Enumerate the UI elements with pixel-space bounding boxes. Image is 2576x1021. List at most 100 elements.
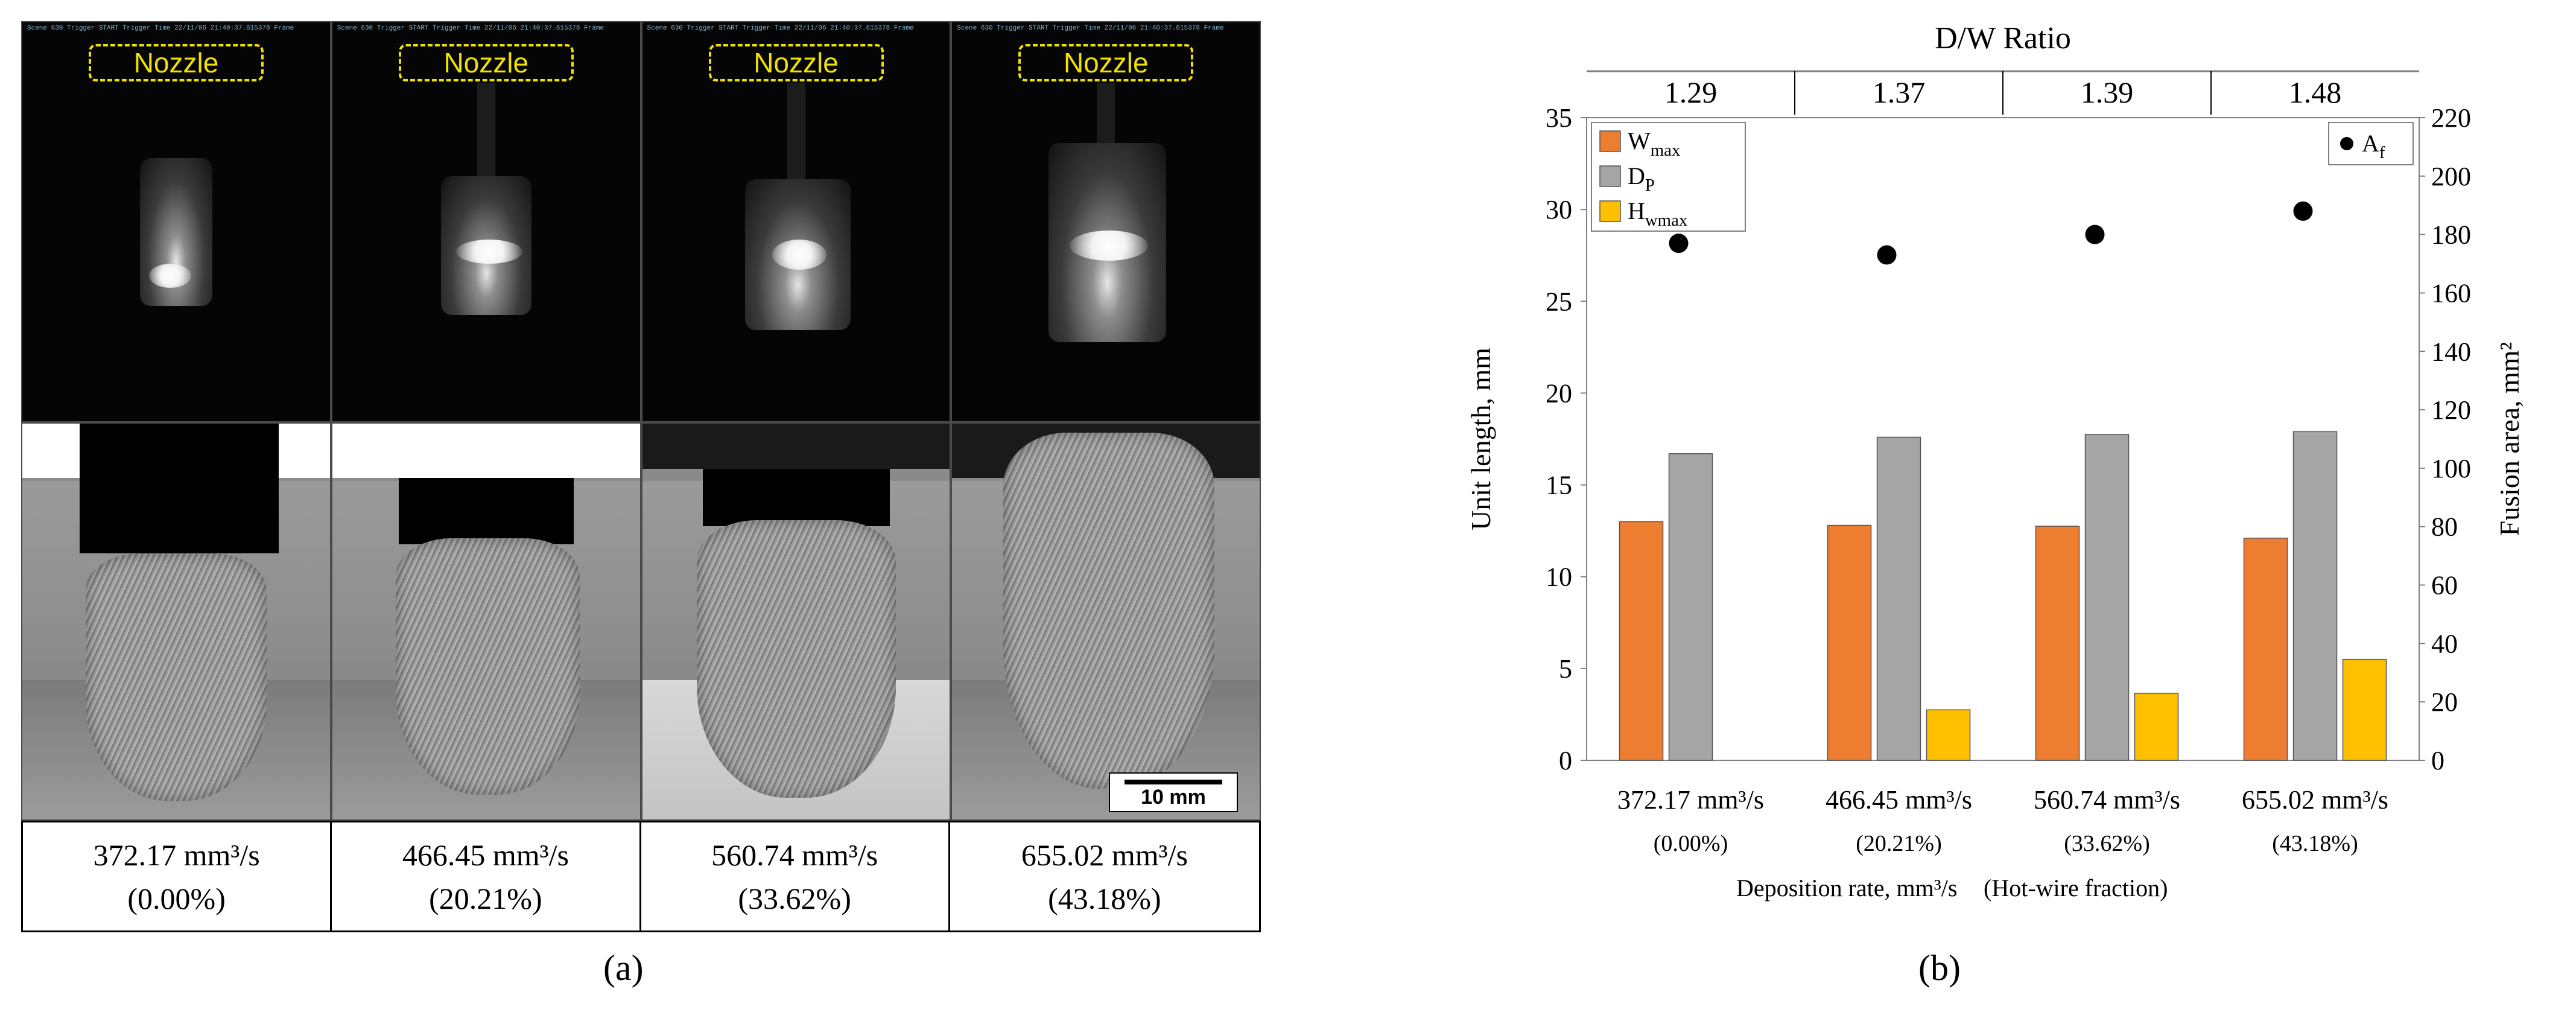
y2-tick-label: 200 <box>2431 162 2471 191</box>
groove <box>398 478 574 544</box>
groove <box>702 469 890 526</box>
dw-ratio-value: 1.48 <box>2289 75 2342 109</box>
y-tick-label: 30 <box>1546 195 1572 224</box>
y2-axis-title: Fusion area, mm² <box>2494 342 2525 536</box>
image-grid: Scene 630 Trigger START Trigger Time 22/… <box>21 21 1261 821</box>
weld-bead <box>86 553 267 801</box>
caption-a: (a) <box>603 948 644 988</box>
dw-ratio-value: 1.39 <box>2081 75 2134 109</box>
condition-label-4: 655.02 mm³/s (43.18%) <box>950 822 1259 930</box>
y2-tick-label: 220 <box>2431 103 2471 133</box>
x-tick-sublabel: (43.18%) <box>2272 831 2358 856</box>
bar-Wmax <box>1619 521 1664 761</box>
scale-bar: 10 mm <box>1109 772 1238 812</box>
y2-tick-label: 60 <box>2431 571 2458 600</box>
x-tick-label: 560.74 mm³/s <box>2034 785 2180 815</box>
scatter-point-Af <box>2293 201 2313 221</box>
legend-label-Hwmax: Hwmax <box>1628 197 1688 230</box>
bar-Wmax <box>2243 538 2288 761</box>
bar-Hwmax <box>2342 658 2387 761</box>
camera-header: Scene 630 Trigger START Trigger Time 22/… <box>27 25 294 32</box>
scatter-point-Af <box>1669 234 1689 253</box>
deposition-rate: 372.17 mm³/s <box>93 838 260 872</box>
scatter-point-Af <box>1877 245 1897 265</box>
x-tick-sublabel: (33.62%) <box>2064 831 2149 856</box>
y-tick-label: 20 <box>1546 378 1572 408</box>
scale-bar-label: 10 mm <box>1141 786 1206 809</box>
nozzle-marker: Nozzle <box>89 44 264 81</box>
y-tick-label: 15 <box>1546 471 1572 500</box>
panel-a: Scene 630 Trigger START Trigger Time 22/… <box>21 21 1261 932</box>
y2-tick-label: 100 <box>2431 454 2471 483</box>
nozzle-label: Nozzle <box>1063 47 1149 78</box>
y2-tick-label: 0 <box>2431 746 2444 775</box>
x-tick-label: 466.45 mm³/s <box>1826 785 1972 815</box>
nozzle-label: Nozzle <box>443 47 529 78</box>
macrograph-1 <box>21 422 331 821</box>
y-tick-label: 5 <box>1559 654 1572 684</box>
bar-DP <box>1876 436 1921 761</box>
legend-swatch-DP <box>1599 165 1621 187</box>
x-tick-label: 655.02 mm³/s <box>2242 785 2388 815</box>
camera-image-3: Scene 630 Trigger START Trigger Time 22/… <box>641 21 951 422</box>
bar-DP <box>1668 453 1713 761</box>
camera-header: Scene 630 Trigger START Trigger Time 22/… <box>957 25 1224 32</box>
groove <box>80 424 279 553</box>
chart: D/W Ratio 1.29 1.37 1.39 1.48 0 5 10 15 20 25 30 35 0… <box>1465 24 2525 902</box>
arc-spot <box>1070 231 1149 261</box>
nozzle-label: Nozzle <box>133 47 219 78</box>
hot-wire-fraction: (0.00%) <box>127 881 226 915</box>
legend-marker-Af <box>2340 137 2353 150</box>
camera-header: Scene 630 Trigger START Trigger Time 22/… <box>647 25 914 32</box>
macrograph-2 <box>331 422 641 821</box>
condition-label-1: 372.17 mm³/s (0.00%) <box>23 822 332 930</box>
deposition-rate: 560.74 mm³/s <box>711 838 878 872</box>
y2-tick-label: 120 <box>2431 395 2471 425</box>
y2-tick-label: 160 <box>2431 278 2471 308</box>
bar-DP <box>2292 431 2338 761</box>
weld-bead <box>395 538 580 795</box>
hot-wire-fraction: (33.62%) <box>738 881 851 915</box>
deposition-rate: 466.45 mm³/s <box>402 838 569 872</box>
y2-tick-label: 80 <box>2431 512 2458 542</box>
camera-image-4: Scene 630 Trigger START Trigger Time 22/… <box>951 21 1261 422</box>
bar-Hwmax <box>1926 709 1971 761</box>
camera-header: Scene 630 Trigger START Trigger Time 22/… <box>337 25 604 32</box>
legend-swatch-Hwmax <box>1599 200 1621 222</box>
weld-bead <box>1003 433 1215 789</box>
macrograph-3 <box>641 422 951 821</box>
nozzle-marker: Nozzle <box>708 44 884 81</box>
legend-label-Wmax: Wmax <box>1628 127 1681 160</box>
legend-label-DP: DP <box>1628 162 1655 195</box>
macrograph-4: 10 mm <box>951 422 1261 821</box>
scatter-point-Af <box>2085 224 2105 244</box>
y-tick-label: 10 <box>1546 562 1572 592</box>
y2-tick-label: 20 <box>2431 687 2458 717</box>
y2-tick-label: 180 <box>2431 220 2471 250</box>
y-tick-label: 0 <box>1559 746 1572 775</box>
bar-DP <box>2084 434 2130 761</box>
arc-spot <box>772 240 826 270</box>
camera-image-2: Scene 630 Trigger START Trigger Time 22/… <box>331 21 641 422</box>
weld-bead <box>696 520 896 798</box>
dw-ratio-title: D/W Ratio <box>1935 24 2071 56</box>
nozzle-marker: Nozzle <box>398 44 574 81</box>
x-tick-sublabel: (20.21%) <box>1856 831 1941 856</box>
bar-Wmax <box>1827 524 1872 761</box>
arc-spot <box>149 264 191 288</box>
nozzle-marker: Nozzle <box>1018 44 1194 81</box>
x-axis-subtitle: (Hot-wire fraction) <box>1984 874 2168 902</box>
bar-Hwmax <box>2134 693 2179 761</box>
x-tick-sublabel: (0.00%) <box>1654 831 1728 856</box>
y-tick-label: 35 <box>1546 103 1572 133</box>
scale-bar-line <box>1125 780 1222 784</box>
hot-wire-fraction: (20.21%) <box>429 881 542 915</box>
deposition-rate: 655.02 mm³/s <box>1021 838 1188 872</box>
legend-swatch-Wmax <box>1599 130 1621 152</box>
plot-frame <box>1586 117 2420 761</box>
y2-tick-label: 40 <box>2431 629 2458 658</box>
x-tick-label: 372.17 mm³/s <box>1617 785 1764 815</box>
hot-wire-fraction: (43.18%) <box>1048 881 1161 915</box>
bar-Wmax <box>2035 526 2080 761</box>
y-axis-title: Unit length, mm <box>1465 348 1496 530</box>
